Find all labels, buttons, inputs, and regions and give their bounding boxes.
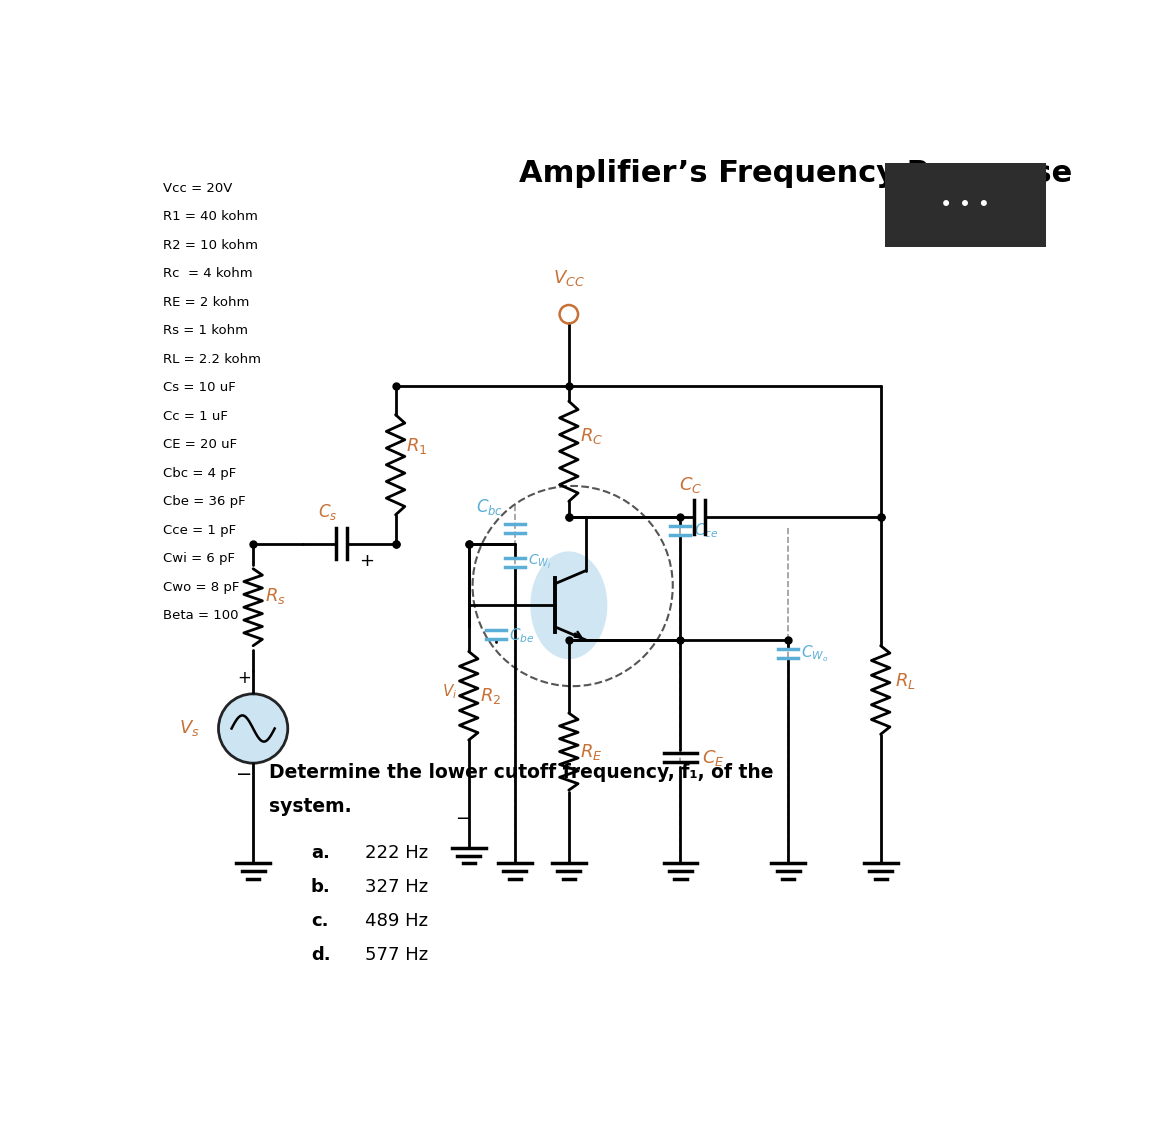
Text: • • •: • • •: [941, 194, 990, 215]
Text: $C_{W_i}$: $C_{W_i}$: [528, 554, 551, 572]
Text: Cs = 10 uF: Cs = 10 uF: [163, 381, 236, 394]
Text: −: −: [455, 809, 470, 827]
Text: R2 = 10 kohm: R2 = 10 kohm: [163, 238, 259, 252]
Text: d.: d.: [311, 946, 330, 964]
Text: Cbc = 4 pF: Cbc = 4 pF: [163, 467, 236, 480]
Text: Rc  = 4 kohm: Rc = 4 kohm: [163, 268, 253, 280]
Text: 327 Hz: 327 Hz: [365, 878, 428, 896]
Text: Cwo = 8 pF: Cwo = 8 pF: [163, 581, 240, 593]
Text: $V_s$: $V_s$: [179, 719, 199, 739]
Text: −: −: [235, 765, 252, 784]
Text: Determine the lower cutoff frequency, f₁, of the: Determine the lower cutoff frequency, f₁…: [269, 763, 773, 782]
Circle shape: [219, 694, 288, 763]
Text: $R_L$: $R_L$: [895, 671, 915, 690]
Text: Cbe = 36 pF: Cbe = 36 pF: [163, 495, 246, 508]
Text: $V_i$: $V_i$: [442, 683, 457, 702]
Text: RL = 2.2 kohm: RL = 2.2 kohm: [163, 353, 261, 366]
Text: $C_C$: $C_C$: [679, 476, 702, 495]
Text: $R_C$: $R_C$: [580, 426, 604, 446]
Text: 222 Hz: 222 Hz: [365, 844, 428, 862]
Text: $C_{bc}$: $C_{bc}$: [476, 497, 503, 516]
Text: Cc = 1 uF: Cc = 1 uF: [163, 410, 228, 423]
FancyBboxPatch shape: [885, 163, 1046, 247]
Text: $R_s$: $R_s$: [264, 585, 285, 606]
Text: $R_1$: $R_1$: [406, 435, 428, 455]
Text: $C_{ce}$: $C_{ce}$: [694, 521, 718, 540]
Text: a.: a.: [311, 844, 330, 862]
Text: $C_E$: $C_E$: [702, 748, 724, 767]
Text: $R_E$: $R_E$: [580, 741, 603, 762]
Text: +: +: [359, 551, 374, 570]
Text: $C_s$: $C_s$: [318, 502, 337, 522]
Text: $R_2$: $R_2$: [480, 686, 502, 706]
Text: Rs = 1 kohm: Rs = 1 kohm: [163, 324, 248, 337]
Ellipse shape: [530, 551, 607, 659]
Text: $C_{W_o}$: $C_{W_o}$: [801, 643, 828, 664]
Text: Beta = 100: Beta = 100: [163, 609, 239, 623]
Text: RE = 2 kohm: RE = 2 kohm: [163, 296, 249, 308]
Text: $V_{CC}$: $V_{CC}$: [553, 268, 585, 288]
Text: b.: b.: [311, 878, 331, 896]
Text: Vcc = 20V: Vcc = 20V: [163, 182, 233, 194]
Text: Cce = 1 pF: Cce = 1 pF: [163, 523, 236, 537]
Text: CE = 20 uF: CE = 20 uF: [163, 438, 238, 451]
Text: 577 Hz: 577 Hz: [365, 946, 428, 964]
Text: 489 Hz: 489 Hz: [365, 912, 428, 930]
Text: R1 = 40 kohm: R1 = 40 kohm: [163, 210, 257, 224]
Text: system.: system.: [269, 797, 351, 816]
Text: Amplifier’s Frequency Response: Amplifier’s Frequency Response: [518, 158, 1072, 188]
Text: c.: c.: [311, 912, 329, 930]
Text: Cwi = 6 pF: Cwi = 6 pF: [163, 553, 235, 565]
Text: $C_{be}$: $C_{be}$: [509, 627, 535, 645]
Text: +: +: [238, 669, 250, 687]
